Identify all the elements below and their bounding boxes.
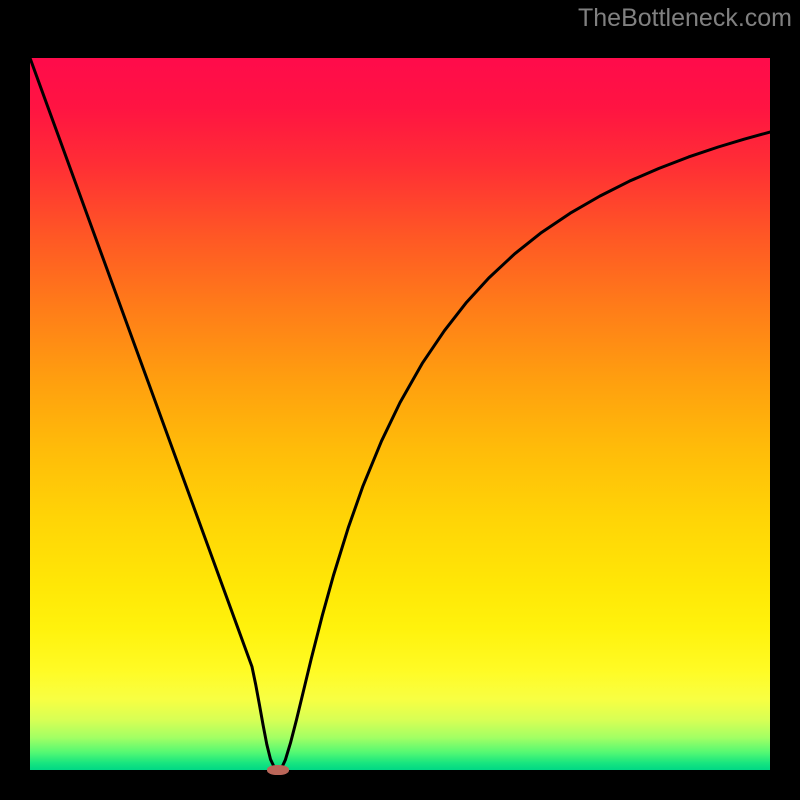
plot-svg — [30, 58, 770, 770]
watermark-text: TheBottleneck.com — [578, 4, 792, 33]
plot-background — [30, 58, 770, 770]
plot-area — [30, 58, 770, 770]
optimum-marker — [267, 765, 289, 775]
